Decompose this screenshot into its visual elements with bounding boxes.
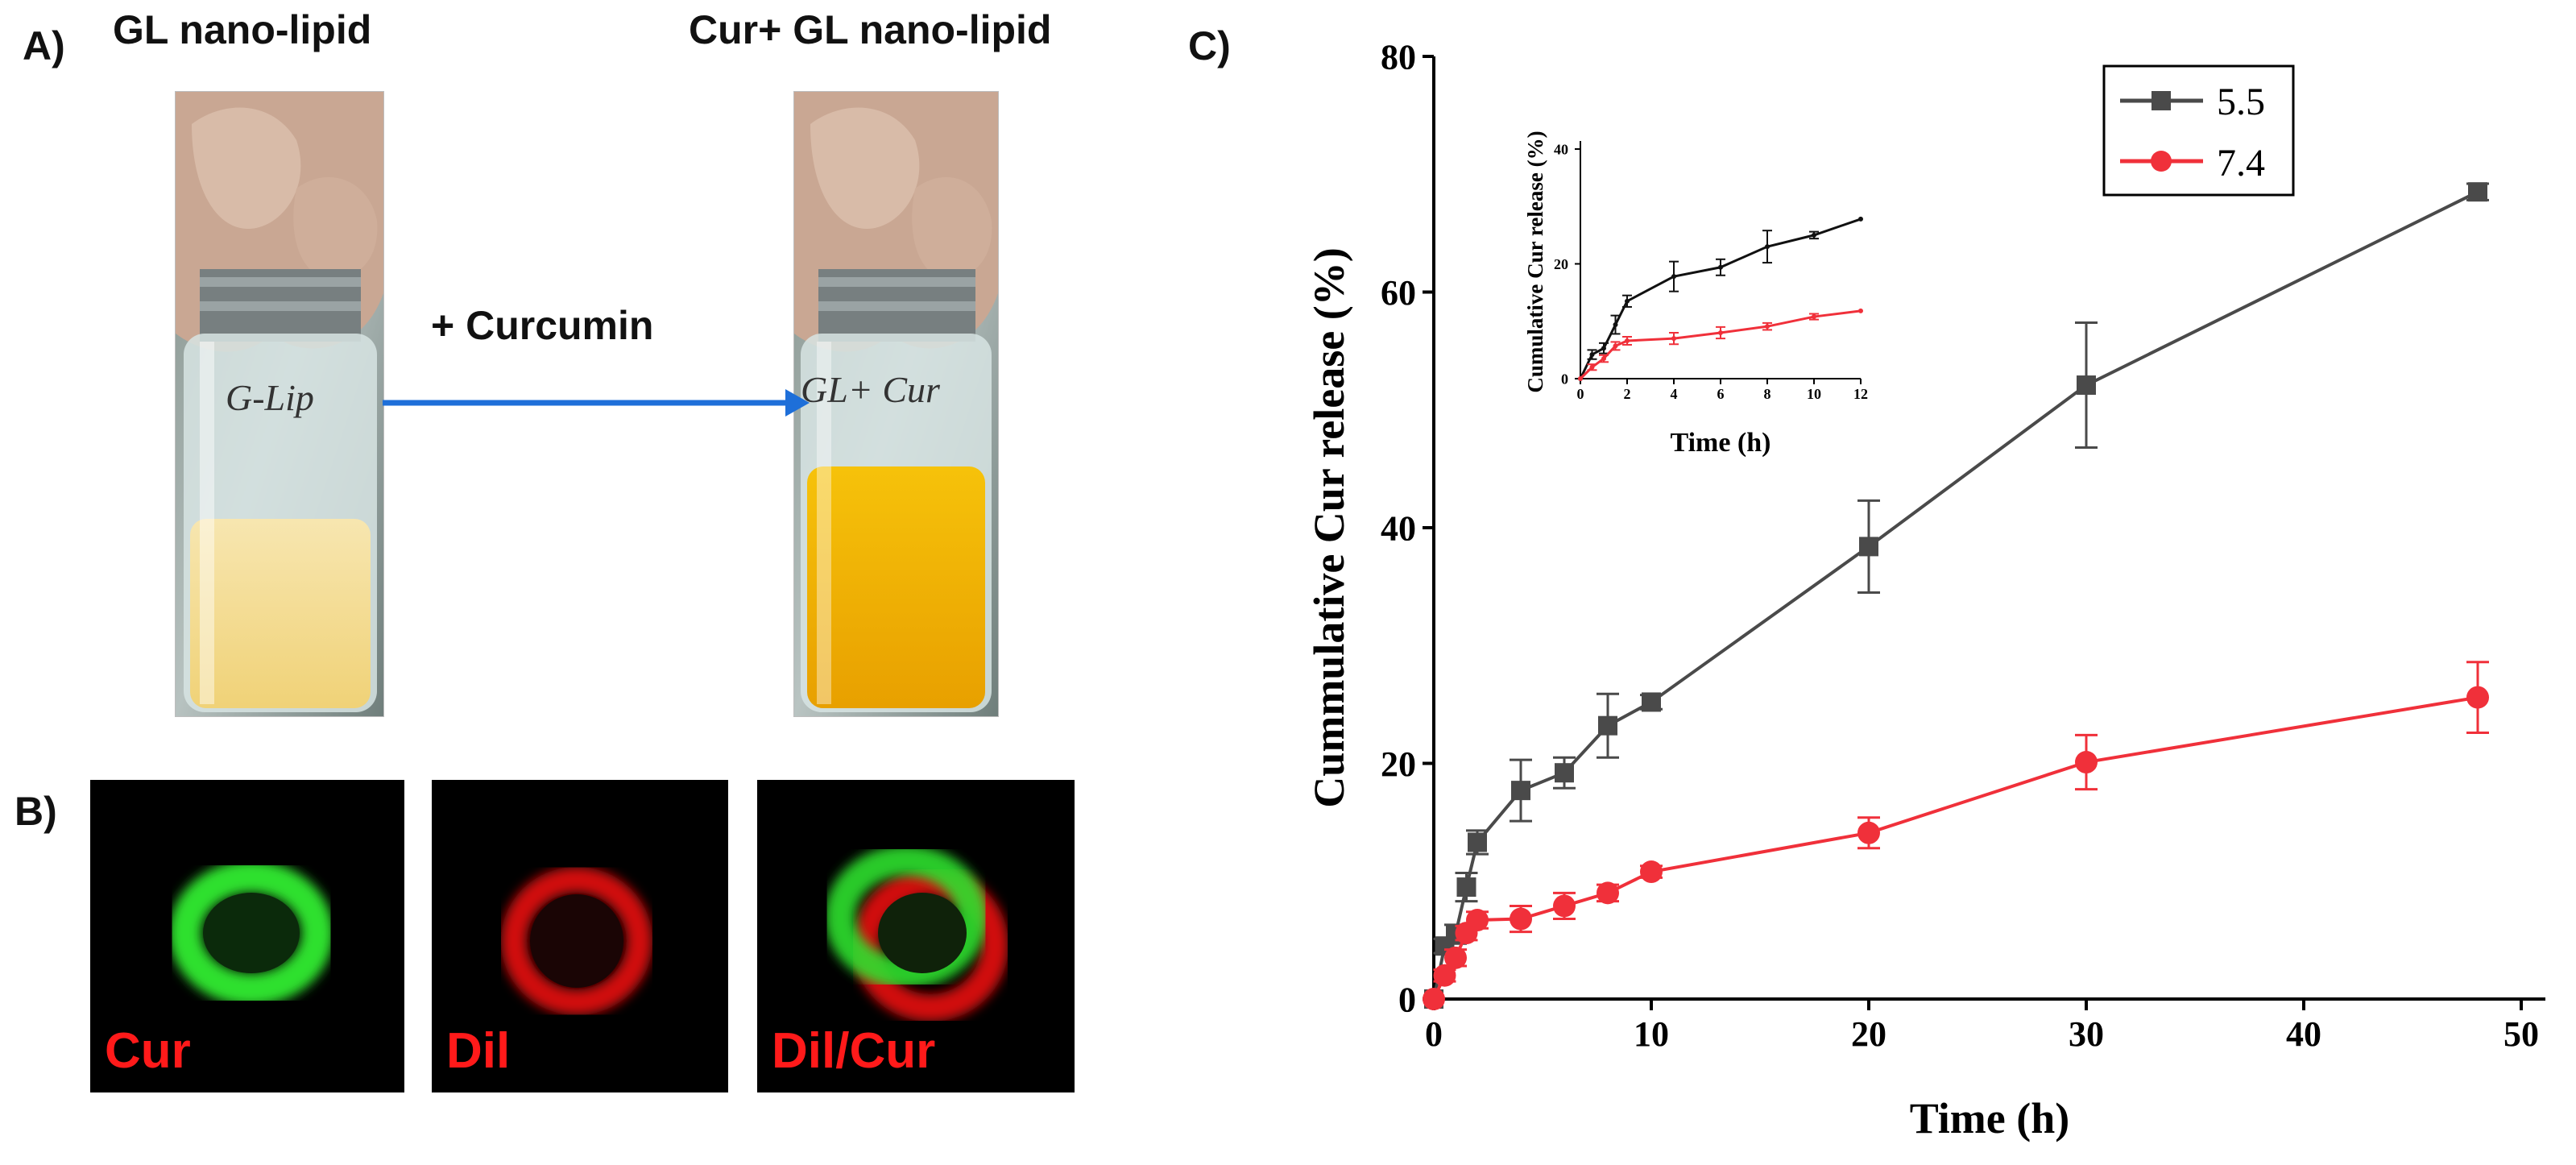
data-point [1812, 314, 1816, 320]
data-point [1765, 324, 1770, 330]
legend-marker-circle [2151, 151, 2172, 172]
x-tick-label: 4 [1671, 386, 1678, 402]
data-point-square [1511, 781, 1530, 801]
data-point-circle [1597, 881, 1619, 905]
data-point [1601, 346, 1606, 351]
x-tick-label: 10 [1807, 386, 1821, 402]
x-axis-title: Time (h) [1910, 1094, 2070, 1142]
inset-y-axis-title: Cumulative Cur release (%) [1523, 131, 1547, 392]
data-point-circle [2075, 751, 2098, 774]
legend-label-5-5: 5.5 [2217, 81, 2265, 123]
data-point-square [2077, 375, 2096, 396]
series-line-5-5 [1432, 190, 2479, 1000]
x-tick-label: 6 [1717, 386, 1725, 402]
data-point-circle [1553, 894, 1576, 918]
data-point [1671, 274, 1676, 280]
fluor-label-cur: Cur [105, 1023, 191, 1079]
data-point [1625, 338, 1630, 343]
x-tick-label: 8 [1764, 386, 1771, 402]
data-point [1858, 216, 1863, 222]
data-point [1589, 364, 1595, 370]
x-tick-label: 50 [2504, 1014, 2539, 1054]
x-tick-label: 0 [1425, 1014, 1443, 1054]
data-point [1812, 232, 1816, 238]
x-tick-label: 20 [1851, 1014, 1886, 1054]
y-tick-label: 40 [1554, 141, 1568, 157]
y-tick-label: 20 [1381, 744, 1416, 784]
x-tick-label: 2 [1624, 386, 1631, 402]
inset-x-axis-title: Time (h) [1671, 428, 1771, 458]
arrow-right-icon [383, 389, 810, 417]
panel-a-letter: A) [23, 23, 65, 68]
data-point-square [1555, 763, 1574, 783]
red-ring-image [501, 867, 652, 1015]
vial-right-drawing: GL+ Cur [794, 92, 998, 716]
vial-right-photo: GL+ Cur [793, 91, 999, 717]
y-axis-title: Cummulative Cur release (%) [1305, 247, 1353, 807]
data-point [1718, 264, 1723, 270]
y-tick-label: 0 [1398, 980, 1416, 1019]
legend-box [2102, 64, 2295, 197]
series-line-7-4 [1579, 309, 1862, 380]
data-point-square [1456, 877, 1476, 898]
vial-left-label: G-Lip [226, 377, 314, 418]
y-tick-label: 0 [1561, 371, 1568, 387]
data-point [1613, 322, 1618, 328]
legend-marker-square [2151, 91, 2171, 110]
arrow-label: + Curcumin [431, 303, 654, 348]
data-point-circle [1466, 909, 1489, 932]
data-point [1578, 376, 1583, 381]
y-tick-label: 80 [1381, 37, 1416, 77]
data-point-circle [1857, 821, 1880, 844]
legend-label-7-4: 7.4 [2217, 142, 2265, 184]
legend: 5.5 7.4 [2102, 64, 2295, 197]
vial-right-title: Cur+ GL nano-lipid [689, 7, 1052, 52]
inset-chart: 0 2 4 6 8 10 12 0 20 40 Time (h) Cumulative Cur r… [1523, 131, 1868, 458]
fluor-image-dil: Dil [432, 780, 728, 1092]
data-point [1858, 308, 1863, 313]
data-point [1589, 352, 1595, 358]
x-tick-label: 30 [2069, 1014, 2104, 1054]
series-line-5-5 [1579, 218, 1862, 379]
data-point-square [1642, 692, 1661, 712]
vial-right-label: GL+ Cur [801, 369, 941, 410]
data-point [1765, 244, 1770, 250]
fluor-image-cur: Cur [90, 780, 404, 1092]
data-point [1613, 343, 1618, 349]
fluor-image-merge: Dil/Cur [757, 780, 1075, 1092]
x-tick-label: 10 [1634, 1014, 1669, 1054]
data-point-circle [1640, 860, 1663, 884]
x-tick-label: 40 [2286, 1014, 2321, 1054]
y-tick-label: 60 [1381, 273, 1416, 313]
merge-ring-image [825, 845, 1008, 1022]
data-point [1718, 330, 1723, 335]
data-point-circle [1433, 964, 1456, 987]
x-tick-label: 0 [1577, 386, 1584, 402]
vial-left-drawing: G-Lip [176, 92, 383, 716]
x-tick-label: 12 [1853, 386, 1868, 402]
data-point-square [1468, 832, 1487, 852]
panel-c-letter: C) [1188, 23, 1231, 68]
fluor-label-dil: Dil [446, 1023, 511, 1079]
data-point [1601, 356, 1606, 362]
data-point-circle [2466, 686, 2489, 709]
data-point [1625, 298, 1630, 304]
data-point [1671, 336, 1676, 342]
data-point-circle [1510, 907, 1532, 931]
y-tick-label: 20 [1554, 256, 1568, 272]
y-tick-label: 40 [1381, 508, 1416, 548]
data-point-square [1859, 537, 1878, 557]
data-point-square [2468, 182, 2487, 202]
green-ring-image [169, 860, 333, 1005]
data-point-circle [1423, 988, 1445, 1010]
vial-left-title: GL nano-lipid [113, 7, 372, 52]
data-point-square [1598, 715, 1617, 736]
fluor-label-merge: Dil/Cur [772, 1023, 936, 1079]
data-point-circle [1444, 946, 1467, 969]
panel-b-letter: B) [14, 789, 57, 834]
